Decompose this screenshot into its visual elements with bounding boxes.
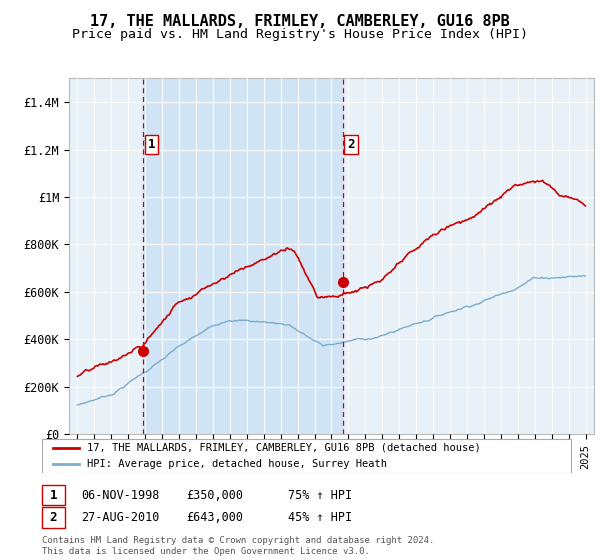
Text: 17, THE MALLARDS, FRIMLEY, CAMBERLEY, GU16 8PB: 17, THE MALLARDS, FRIMLEY, CAMBERLEY, GU… bbox=[90, 14, 510, 29]
Text: 06-NOV-1998: 06-NOV-1998 bbox=[81, 488, 160, 502]
Text: £350,000: £350,000 bbox=[186, 488, 243, 502]
Text: Contains HM Land Registry data © Crown copyright and database right 2024.
This d: Contains HM Land Registry data © Crown c… bbox=[42, 536, 434, 556]
Text: Price paid vs. HM Land Registry's House Price Index (HPI): Price paid vs. HM Land Registry's House … bbox=[72, 28, 528, 41]
Text: HPI: Average price, detached house, Surrey Heath: HPI: Average price, detached house, Surr… bbox=[88, 459, 388, 469]
Text: 75% ↑ HPI: 75% ↑ HPI bbox=[288, 488, 352, 502]
Text: £643,000: £643,000 bbox=[186, 511, 243, 524]
Text: 2: 2 bbox=[347, 138, 355, 151]
Text: 17, THE MALLARDS, FRIMLEY, CAMBERLEY, GU16 8PB (detached house): 17, THE MALLARDS, FRIMLEY, CAMBERLEY, GU… bbox=[88, 443, 481, 453]
Text: 27-AUG-2010: 27-AUG-2010 bbox=[81, 511, 160, 524]
Text: 1: 1 bbox=[148, 138, 155, 151]
FancyBboxPatch shape bbox=[42, 439, 571, 473]
Text: 2: 2 bbox=[50, 511, 57, 524]
Text: 1: 1 bbox=[50, 488, 57, 502]
Text: 45% ↑ HPI: 45% ↑ HPI bbox=[288, 511, 352, 524]
Bar bbox=[143, 78, 343, 434]
